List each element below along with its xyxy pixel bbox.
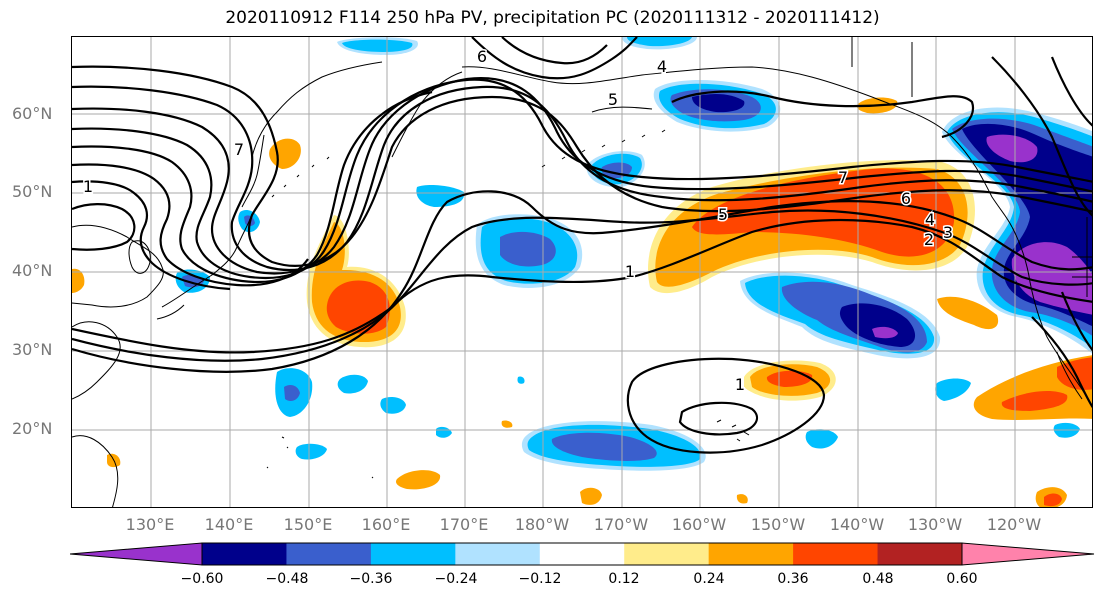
colorbar-left-extension — [70, 542, 203, 566]
colorbar-tick: −0.36 — [349, 571, 393, 587]
lon-label: 150°W — [750, 515, 806, 534]
lon-label: 120°W — [986, 515, 1042, 534]
lat-label-50n: 50°N — [12, 182, 53, 201]
colorbar — [70, 542, 1095, 566]
colorbar-right-extension — [961, 542, 1095, 566]
contour-label: 6 — [901, 189, 911, 208]
lon-label: 140°E — [204, 515, 254, 534]
lat-label-20n: 20°N — [12, 419, 53, 438]
colorbar-tick: 0.12 — [608, 571, 640, 587]
contour-label: 5 — [608, 90, 618, 109]
contour-label: 1 — [72, 37, 77, 41]
neg-west-na-4 — [1011, 242, 1092, 315]
colorbar-segment — [793, 543, 879, 565]
pos-band-red — [692, 168, 955, 257]
map-title: 2020110912 F114 250 hPa PV, precipitatio… — [225, 8, 880, 28]
lon-label: 160°W — [671, 515, 727, 534]
lat-label-40n: 40°N — [12, 261, 53, 280]
contour-label: 1 — [83, 177, 93, 196]
lon-label: 180°W — [514, 515, 570, 534]
colorbar-tick: −0.12 — [518, 571, 562, 587]
lon-label: 150°E — [283, 515, 333, 534]
pv-contours — [72, 37, 1092, 454]
contour-label: 1 — [735, 375, 745, 394]
lat-label-60n: 60°N — [12, 104, 53, 123]
contour-label: 7 — [838, 168, 848, 187]
lon-label: 160°E — [361, 515, 411, 534]
coastlines — [72, 37, 1092, 507]
map-panel: 1 7 6 5 4 1 7 6 5 4 3 2 1 1 — [71, 36, 1093, 508]
colorbar-segment — [286, 543, 372, 565]
contour-label: 3 — [943, 223, 953, 242]
contour-labels: 1 7 6 5 4 1 7 6 5 4 3 2 1 1 — [72, 37, 954, 396]
pos-japan-red — [326, 280, 390, 334]
colorbar-tick: 0.60 — [946, 571, 978, 587]
precip-shading — [72, 37, 1092, 507]
lon-label: 170°E — [439, 515, 489, 534]
contour-label: 2 — [924, 230, 934, 249]
colorbar-segment — [202, 543, 287, 565]
contour-label: 4 — [657, 57, 667, 76]
lon-label: 170°W — [593, 515, 649, 534]
contour-label: 1 — [625, 262, 635, 281]
contour-label: 5 — [718, 205, 728, 224]
contour-label: 6 — [477, 47, 487, 66]
colorbar-segment — [539, 543, 625, 565]
map-canvas: 1 7 6 5 4 1 7 6 5 4 3 2 1 1 — [72, 37, 1092, 507]
colorbar-segment — [708, 543, 794, 565]
lat-label-30n: 30°N — [12, 340, 53, 359]
colorbar-tick: 0.48 — [862, 571, 894, 587]
colorbar-segments — [202, 543, 963, 565]
colorbar-tick: −0.48 — [265, 571, 309, 587]
colorbar-tick: 0.24 — [693, 571, 725, 587]
colorbar-segment — [877, 543, 963, 565]
colorbar-segment — [370, 543, 456, 565]
colorbar-segment — [455, 543, 541, 565]
contour-label: 4 — [925, 210, 935, 229]
colorbar-tick: −0.24 — [434, 571, 478, 587]
contour-label: 7 — [234, 140, 244, 159]
colorbar-tick: 0.36 — [777, 571, 809, 587]
colorbar-tick: −0.60 — [180, 571, 224, 587]
lon-label: 130°W — [907, 515, 963, 534]
colorbar-segment — [624, 543, 710, 565]
lon-label: 130°E — [125, 515, 175, 534]
lon-label: 140°W — [829, 515, 885, 534]
